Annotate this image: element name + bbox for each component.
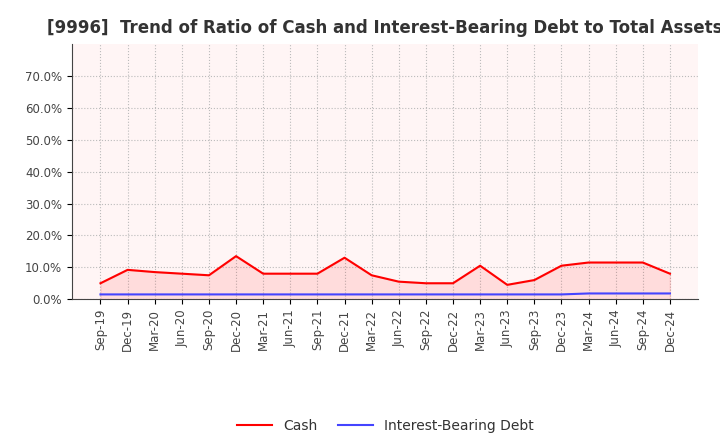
Line: Cash: Cash	[101, 256, 670, 285]
Interest-Bearing Debt	[96, 292, 105, 297]
Cash	[665, 271, 674, 276]
Cash	[286, 271, 294, 276]
Interest-Bearing Debt	[449, 292, 457, 297]
Interest-Bearing Debt	[341, 292, 349, 297]
Cash	[178, 271, 186, 276]
Cash	[313, 271, 322, 276]
Cash	[449, 281, 457, 286]
Interest-Bearing Debt	[204, 292, 213, 297]
Interest-Bearing Debt	[395, 292, 403, 297]
Cash	[476, 263, 485, 268]
Cash	[150, 269, 159, 275]
Cash	[557, 263, 566, 268]
Interest-Bearing Debt	[286, 292, 294, 297]
Cash	[530, 278, 539, 283]
Cash	[584, 260, 593, 265]
Cash	[503, 282, 511, 287]
Interest-Bearing Debt	[557, 292, 566, 297]
Interest-Bearing Debt	[313, 292, 322, 297]
Interest-Bearing Debt	[611, 291, 620, 296]
Interest-Bearing Debt	[421, 292, 430, 297]
Cash	[421, 281, 430, 286]
Cash	[123, 267, 132, 272]
Cash	[341, 255, 349, 260]
Cash	[639, 260, 647, 265]
Cash	[395, 279, 403, 284]
Interest-Bearing Debt	[150, 292, 159, 297]
Interest-Bearing Debt	[665, 291, 674, 296]
Interest-Bearing Debt	[259, 292, 268, 297]
Line: Interest-Bearing Debt: Interest-Bearing Debt	[101, 293, 670, 294]
Interest-Bearing Debt	[476, 292, 485, 297]
Interest-Bearing Debt	[232, 292, 240, 297]
Cash	[232, 253, 240, 259]
Interest-Bearing Debt	[530, 292, 539, 297]
Interest-Bearing Debt	[584, 291, 593, 296]
Interest-Bearing Debt	[639, 291, 647, 296]
Cash	[96, 281, 105, 286]
Cash	[367, 273, 376, 278]
Interest-Bearing Debt	[123, 292, 132, 297]
Cash	[259, 271, 268, 276]
Interest-Bearing Debt	[367, 292, 376, 297]
Interest-Bearing Debt	[178, 292, 186, 297]
Legend: Cash, Interest-Bearing Debt: Cash, Interest-Bearing Debt	[231, 413, 539, 438]
Cash	[611, 260, 620, 265]
Cash	[204, 273, 213, 278]
Title: [9996]  Trend of Ratio of Cash and Interest-Bearing Debt to Total Assets: [9996] Trend of Ratio of Cash and Intere…	[48, 19, 720, 37]
Interest-Bearing Debt	[503, 292, 511, 297]
